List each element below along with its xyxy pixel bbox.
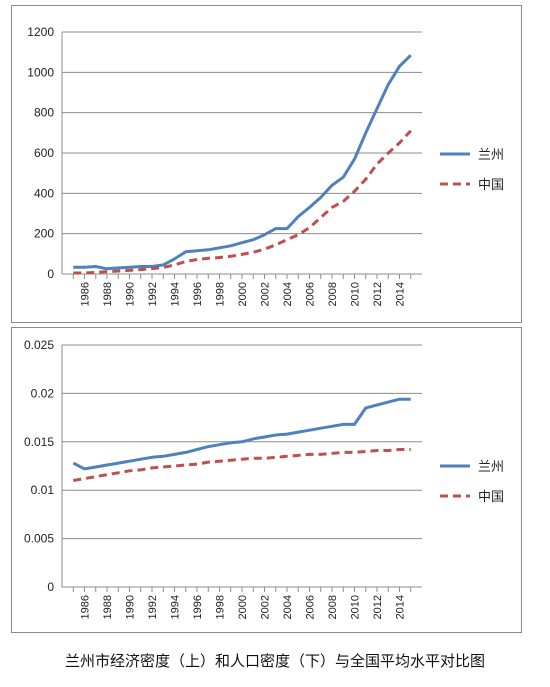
series-line-lanzhou <box>72 397 411 471</box>
economic-density-chart: 0 200 400 600 800 1000 1200 1986 1988 1990 1992 199… <box>11 5 522 323</box>
economic-density-plot: 0 200 400 600 800 1000 1200 1986 1988 1990 1992 199… <box>27 25 504 306</box>
y-tick-label: 600 <box>34 146 54 160</box>
legend-label-lanzhou: 兰州 <box>478 148 504 163</box>
x-tick-label: 2000 <box>237 282 249 306</box>
x-tick-label: 2008 <box>327 282 339 306</box>
x-tick-label: 2012 <box>372 595 384 619</box>
x-tick-label: 1986 <box>80 282 92 306</box>
x-tick-label: 1988 <box>102 282 114 306</box>
x-tick-label: 1998 <box>215 595 227 619</box>
x-tick-label: 1990 <box>125 282 137 306</box>
x-tick-label: 2002 <box>260 282 272 306</box>
x-tick-label: 2000 <box>237 595 249 619</box>
x-tick-label: 1996 <box>192 282 204 306</box>
population-density-plot: 0 0.005 0.01 0.015 0.02 0.025 1986 1988 1990 1992… <box>24 338 504 619</box>
population-density-chart: 0 0.005 0.01 0.015 0.02 0.025 1986 1988 1990 1992… <box>11 327 522 633</box>
x-tick-label: 1994 <box>170 282 182 306</box>
y-tick-label: 0.02 <box>31 386 55 400</box>
x-tick-label: 2002 <box>260 595 272 619</box>
x-tick-label: 1998 <box>215 282 227 306</box>
y-tick-label: 1000 <box>27 65 54 79</box>
x-tick-label: 1996 <box>192 595 204 619</box>
x-tick-label: 2014 <box>395 595 407 619</box>
x-tick-label: 2004 <box>282 595 294 619</box>
x-tick-label: 2004 <box>282 282 294 306</box>
x-tick-label: 2014 <box>395 282 407 306</box>
legend-label-china: 中国 <box>478 178 504 193</box>
x-tick-label: 2006 <box>305 282 317 306</box>
x-tick-label: 2006 <box>305 595 317 619</box>
y-tick-label: 400 <box>34 186 54 200</box>
y-tick-label: 0 <box>47 580 54 594</box>
x-tick-label: 1988 <box>102 595 114 619</box>
figure-caption: 兰州市经济密度（上）和人口密度（下）与全国平均水平对比图 <box>64 652 485 670</box>
legend-label-lanzhou: 兰州 <box>478 460 504 475</box>
y-tick-label: 1200 <box>27 25 54 39</box>
x-tick-label: 2008 <box>327 595 339 619</box>
x-tick-label: 1990 <box>125 595 137 619</box>
legend-label-china: 中国 <box>478 490 504 505</box>
y-tick-label: 0.005 <box>24 532 54 546</box>
y-tick-label: 0.01 <box>31 483 55 497</box>
x-tick-label: 1992 <box>147 282 159 306</box>
y-tick-label: 0.025 <box>24 338 54 352</box>
x-tick-label: 2012 <box>372 282 384 306</box>
x-tick-label: 1994 <box>170 595 182 619</box>
series-line-china <box>73 448 411 482</box>
series-line-lanzhou <box>73 54 412 271</box>
y-tick-label: 0 <box>47 267 54 281</box>
x-tick-label: 1992 <box>147 595 159 619</box>
y-tick-label: 200 <box>34 227 54 241</box>
y-tick-label: 0.015 <box>24 435 54 449</box>
x-tick-label: 2010 <box>350 282 362 306</box>
series-line-china <box>73 129 412 275</box>
x-tick-label: 1986 <box>80 595 92 619</box>
x-tick-label: 2010 <box>350 595 362 619</box>
y-tick-label: 800 <box>34 106 54 120</box>
